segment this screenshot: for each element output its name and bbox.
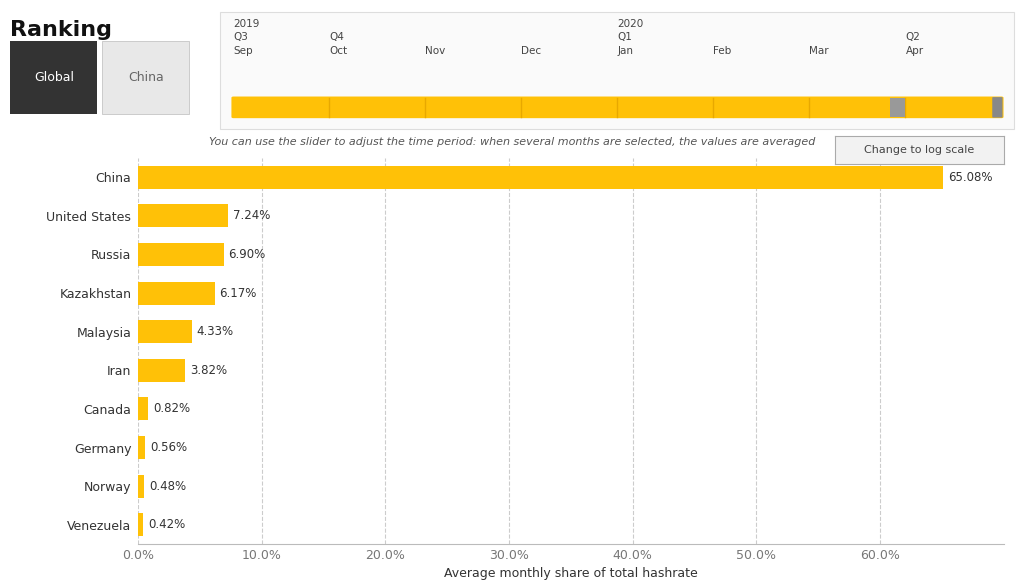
Text: 0.42%: 0.42%: [148, 518, 185, 531]
Text: 6.17%: 6.17%: [219, 287, 257, 300]
Bar: [138, 397, 148, 421]
Text: 4.33%: 4.33%: [197, 325, 233, 338]
Bar: [138, 436, 145, 459]
Text: 2020: 2020: [617, 19, 644, 29]
Text: Oct: Oct: [330, 46, 347, 56]
Text: Q3: Q3: [233, 32, 249, 42]
Text: You can use the slider to adjust the time period: when several months are select: You can use the slider to adjust the tim…: [209, 137, 815, 147]
Text: 65.08%: 65.08%: [947, 171, 992, 184]
Text: Q4: Q4: [330, 32, 344, 42]
Bar: [138, 474, 144, 498]
Text: 7.24%: 7.24%: [232, 209, 270, 222]
Text: Ranking: Ranking: [10, 20, 113, 40]
Bar: [138, 359, 185, 382]
Text: 6.90%: 6.90%: [228, 248, 265, 261]
Bar: [138, 513, 143, 536]
Bar: [138, 320, 191, 343]
Text: Global: Global: [34, 71, 75, 84]
Text: 0.48%: 0.48%: [150, 480, 186, 493]
Bar: [138, 281, 214, 305]
Text: Feb: Feb: [714, 46, 732, 56]
Bar: [138, 204, 227, 228]
Text: China: China: [129, 71, 164, 84]
Text: Nov: Nov: [426, 46, 445, 56]
Text: 0.82%: 0.82%: [154, 402, 190, 415]
Text: Q2: Q2: [905, 32, 921, 42]
Text: Apr: Apr: [905, 46, 924, 56]
Text: Mar: Mar: [809, 46, 829, 56]
Text: 3.82%: 3.82%: [190, 364, 227, 377]
Text: 0.56%: 0.56%: [151, 441, 187, 454]
Text: Change to log scale: Change to log scale: [864, 144, 974, 155]
Text: Q1: Q1: [617, 32, 633, 42]
Text: Jan: Jan: [617, 46, 634, 56]
X-axis label: Average monthly share of total hashrate: Average monthly share of total hashrate: [444, 567, 697, 580]
Text: Dec: Dec: [521, 46, 542, 56]
Bar: [138, 243, 223, 266]
Bar: [138, 166, 943, 189]
Text: Sep: Sep: [233, 46, 253, 56]
Text: 2019: 2019: [233, 19, 260, 29]
